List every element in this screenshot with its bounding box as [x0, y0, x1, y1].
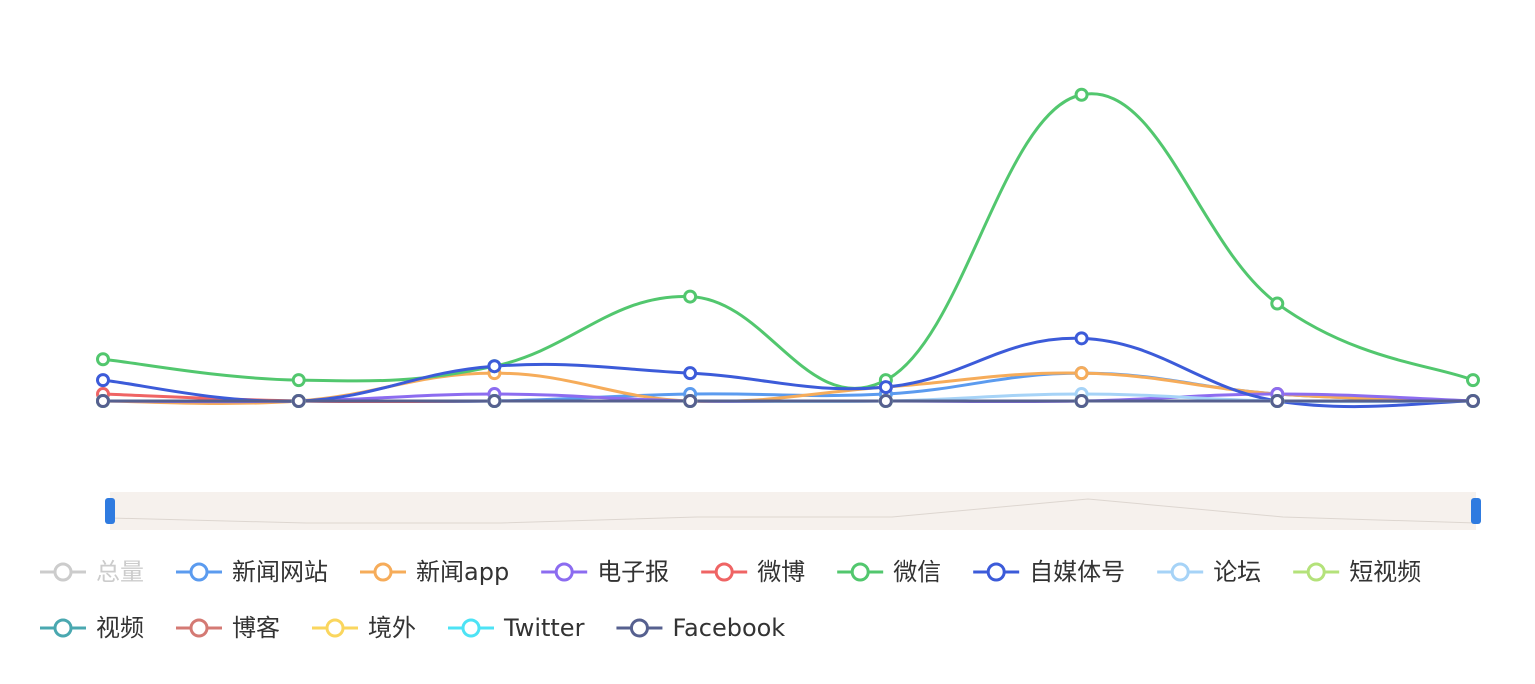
legend-item[interactable]: 博客: [176, 614, 280, 642]
legend-label: 微博: [757, 558, 805, 586]
legend-icon: [554, 562, 574, 582]
legend-icon: [53, 562, 73, 582]
legend-label: Twitter: [503, 614, 585, 642]
legend-icon: [461, 618, 481, 638]
legend-item[interactable]: 视频: [40, 614, 144, 642]
point: [96, 373, 110, 388]
legend-item[interactable]: 电子报: [541, 558, 669, 586]
legend-icon: [629, 618, 649, 638]
legend-label: 电子报: [597, 558, 669, 586]
legend-item[interactable]: 新闻app: [360, 558, 509, 586]
legend-icon: [1170, 562, 1190, 582]
legend-label: 微信: [893, 558, 941, 586]
legend-icon: [373, 562, 393, 582]
legend-label: 总量: [96, 558, 144, 586]
point: [1270, 394, 1285, 408]
legend-label: Facebook: [672, 614, 785, 642]
point: [96, 394, 110, 408]
legend-icon: [53, 618, 73, 638]
legend-label: 新闻网站: [232, 558, 328, 586]
line: [102, 336, 1474, 409]
legend-item[interactable]: 短视频: [1293, 558, 1421, 586]
point: [487, 359, 502, 374]
legend-icon: [1306, 562, 1326, 582]
point: [1270, 296, 1285, 311]
legend-icon: [189, 562, 209, 582]
point: [1074, 394, 1089, 408]
point: [683, 366, 698, 381]
legend-icon: [325, 618, 345, 638]
legend-item[interactable]: 微博: [701, 558, 805, 586]
zoom-handle[interactable]: [1471, 498, 1481, 524]
point: [291, 394, 306, 408]
legend-item[interactable]: 总量: [40, 558, 144, 586]
point: [1466, 394, 1480, 408]
point: [1074, 331, 1089, 346]
zoom-handle[interactable]: [105, 498, 115, 524]
point: [878, 394, 893, 408]
data-zoom[interactable]: [105, 492, 1481, 530]
point: [683, 394, 698, 408]
zoom-track: [110, 492, 1476, 530]
point: [1074, 366, 1089, 381]
legend-label: 博客: [232, 614, 280, 642]
point: [96, 352, 110, 367]
zoom-preview: [109, 498, 1477, 524]
legend-icon: [986, 562, 1006, 582]
legend-item[interactable]: 微信: [837, 558, 941, 586]
legend-label: 境外: [368, 614, 416, 642]
point: [878, 380, 893, 395]
point: [1074, 87, 1089, 102]
legend-item[interactable]: 新闻网站: [176, 558, 328, 586]
legend-icon: [189, 618, 209, 638]
legend-label: 视频: [96, 614, 144, 642]
point: [1466, 373, 1480, 388]
legend-label: 新闻app: [416, 558, 509, 586]
point: [683, 289, 698, 304]
legend-item[interactable]: Twitter: [448, 614, 585, 642]
legend-item[interactable]: Facebook: [616, 614, 785, 642]
legend-item[interactable]: 自媒体号: [973, 558, 1125, 586]
line: [102, 92, 1474, 390]
legend-label: 自媒体号: [1029, 558, 1125, 586]
point: [487, 394, 502, 408]
legend-item[interactable]: 论坛: [1157, 558, 1261, 586]
legend-item[interactable]: 境外: [312, 614, 416, 642]
legend-icon: [850, 562, 870, 582]
legend-icon: [714, 562, 734, 582]
legend-label: 论坛: [1213, 558, 1261, 586]
legend-label: 短视频: [1349, 558, 1421, 586]
point: [291, 373, 306, 388]
